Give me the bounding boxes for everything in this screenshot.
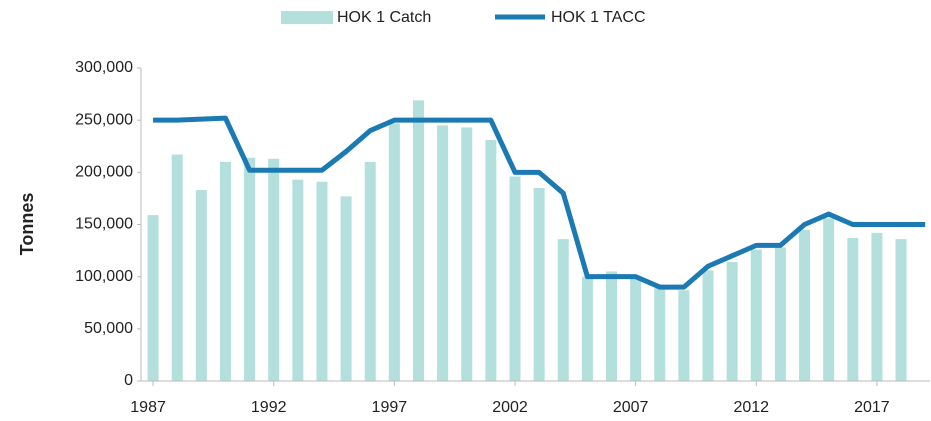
bar [654,288,666,381]
bar [171,154,183,381]
bar [340,196,352,381]
x-tick-label: 2017 [854,399,890,416]
bar [268,158,280,381]
bar [147,215,159,381]
y-tick-label: 50,000 [84,320,133,337]
bar [219,161,231,381]
bar [606,271,618,381]
bar [774,247,786,381]
bar [847,238,859,381]
bar [799,229,811,381]
bar [244,157,256,381]
bar [316,181,328,381]
x-tick-label: 2002 [492,399,528,416]
bar [726,262,738,381]
bar [364,161,376,381]
bar [485,139,497,381]
bar [750,249,762,381]
legend-label: HOK 1 Catch [337,9,431,26]
y-axis-label: Tonnes [17,193,37,256]
x-tick-label: 2007 [613,399,649,416]
y-tick-label: 300,000 [75,59,133,76]
bar [388,123,400,382]
bar [461,127,473,381]
x-tick-label: 1987 [130,399,166,416]
x-tick-label: 1997 [372,399,408,416]
bar [895,239,907,381]
bar [292,179,304,381]
bar [557,239,569,381]
y-tick-label: 250,000 [75,111,133,128]
x-tick-label: 2012 [733,399,769,416]
bar [823,218,835,381]
bar [581,276,593,381]
y-tick-label: 200,000 [75,164,133,181]
y-tick-label: 100,000 [75,268,133,285]
bar [678,290,690,381]
bar [533,187,545,381]
x-tick-label: 1992 [251,399,287,416]
bar [437,125,449,381]
bar [412,100,424,382]
bar [702,270,714,381]
bar [509,176,521,381]
line [153,115,926,290]
y-tick-label: 0 [124,372,133,389]
y-tick-label: 150,000 [75,216,133,233]
legend-label: HOK 1 TACC [551,9,646,26]
legend-swatch [281,11,333,24]
bar [630,277,642,381]
bar [195,190,207,381]
bar [871,232,883,381]
